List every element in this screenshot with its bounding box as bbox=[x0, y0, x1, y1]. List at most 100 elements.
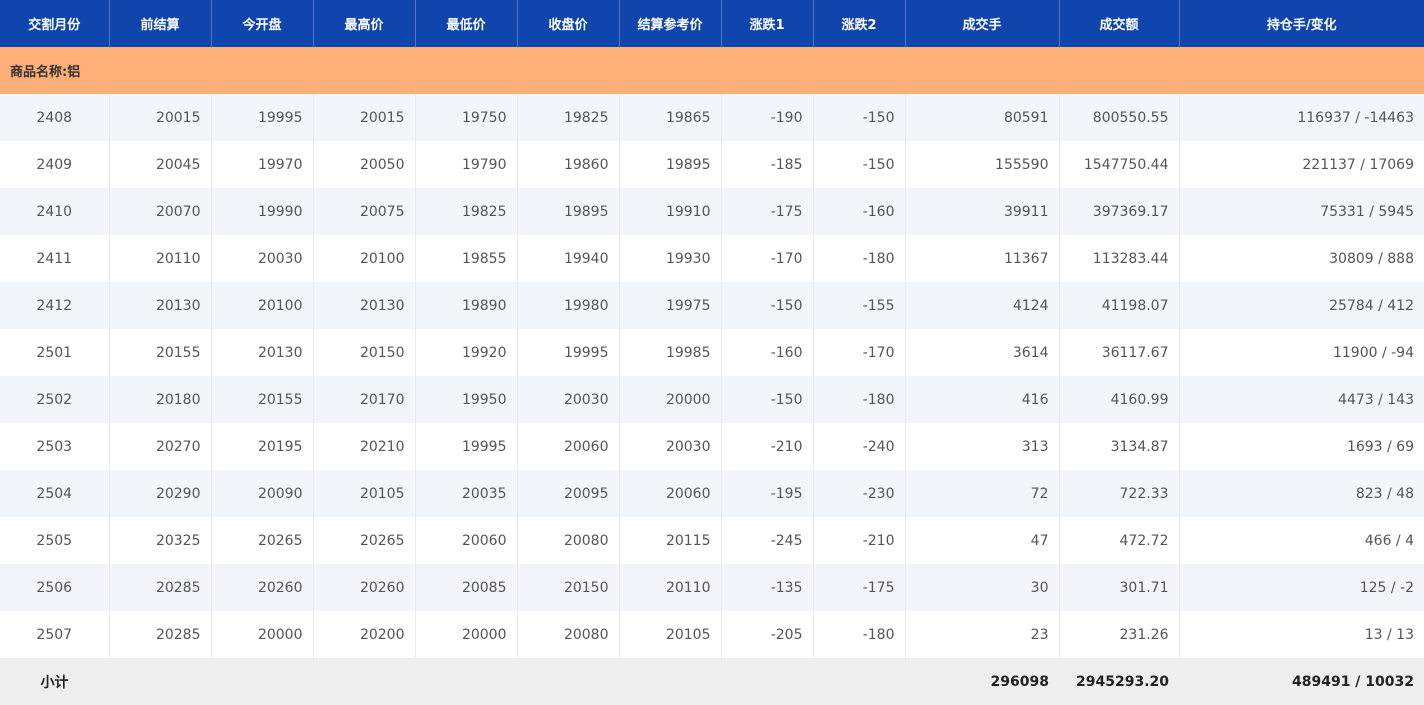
column-header[interactable]: 涨跌1 bbox=[720, 0, 813, 47]
table-cell: 1693 / 69 bbox=[1178, 423, 1424, 470]
table-cell: -175 bbox=[812, 564, 905, 611]
table-cell: 20100 bbox=[210, 282, 313, 329]
table-cell: 20260 bbox=[210, 564, 313, 611]
table-cell: 20270 bbox=[108, 423, 211, 470]
subtotal-row: 小计 296098 2945293.20 489491 / 10032 bbox=[0, 658, 1424, 705]
column-header[interactable]: 收盘价 bbox=[516, 0, 619, 47]
table-row[interactable]: 2412 20130 20100 20130 19890 19980 19975 -150 -1… bbox=[0, 282, 1424, 329]
table-cell: 20050 bbox=[312, 141, 415, 188]
table-cell: 20285 bbox=[108, 611, 211, 658]
table-cell: -160 bbox=[720, 329, 813, 376]
table-cell: 20015 bbox=[108, 94, 211, 141]
table-cell: 2410 bbox=[0, 188, 109, 235]
table-cell: -245 bbox=[720, 517, 813, 564]
column-header[interactable]: 交割月份 bbox=[0, 0, 109, 47]
column-header[interactable]: 前结算 bbox=[108, 0, 211, 47]
column-header[interactable]: 成交手 bbox=[904, 0, 1059, 47]
table-cell: 20155 bbox=[210, 376, 313, 423]
table-cell: -210 bbox=[720, 423, 813, 470]
subtotal-open-interest: 489491 / 10032 bbox=[1179, 658, 1424, 705]
table-cell: 20200 bbox=[312, 611, 415, 658]
column-header[interactable]: 涨跌2 bbox=[812, 0, 905, 47]
table-cell: -135 bbox=[720, 564, 813, 611]
table-cell: 20105 bbox=[312, 470, 415, 517]
table-cell: 2411 bbox=[0, 235, 109, 282]
table-cell: 4473 / 143 bbox=[1178, 376, 1424, 423]
table-cell: 36117.67 bbox=[1058, 329, 1179, 376]
table-cell: 113283.44 bbox=[1058, 235, 1179, 282]
table-cell: 20260 bbox=[312, 564, 415, 611]
table-cell: 20030 bbox=[210, 235, 313, 282]
table-cell: 19995 bbox=[516, 329, 619, 376]
table-cell: 20285 bbox=[108, 564, 211, 611]
table-cell: 72 bbox=[904, 470, 1059, 517]
table-cell: -195 bbox=[720, 470, 813, 517]
table-cell: -190 bbox=[720, 94, 813, 141]
table-row[interactable]: 2410 20070 19990 20075 19825 19895 19910 -175 -1… bbox=[0, 188, 1424, 235]
column-header[interactable]: 最高价 bbox=[312, 0, 415, 47]
table-cell: 301.71 bbox=[1058, 564, 1179, 611]
table-cell: 313 bbox=[904, 423, 1059, 470]
table-cell: 20170 bbox=[312, 376, 415, 423]
table-cell: 19975 bbox=[618, 282, 721, 329]
table-cell: 20075 bbox=[312, 188, 415, 235]
table-cell: 2504 bbox=[0, 470, 109, 517]
column-header[interactable]: 结算参考价 bbox=[618, 0, 721, 47]
table-cell: 75331 / 5945 bbox=[1178, 188, 1424, 235]
table-row[interactable]: 2505 20325 20265 20265 20060 20080 20115 -245 -2… bbox=[0, 517, 1424, 564]
table-cell: 41198.07 bbox=[1058, 282, 1179, 329]
table-cell: 20015 bbox=[312, 94, 415, 141]
table-row[interactable]: 2408 20015 19995 20015 19750 19825 19865 -190 -1… bbox=[0, 94, 1424, 141]
table-row[interactable]: 2501 20155 20130 20150 19920 19995 19985 -160 -1… bbox=[0, 329, 1424, 376]
table-cell: 1547750.44 bbox=[1058, 141, 1179, 188]
table-cell: 3614 bbox=[904, 329, 1059, 376]
table-cell: 13 / 13 bbox=[1178, 611, 1424, 658]
table-row[interactable]: 2502 20180 20155 20170 19950 20030 20000 -150 -1… bbox=[0, 376, 1424, 423]
table-cell: 19895 bbox=[618, 141, 721, 188]
table-cell: 19985 bbox=[618, 329, 721, 376]
table-cell: 397369.17 bbox=[1058, 188, 1179, 235]
table-cell: -210 bbox=[812, 517, 905, 564]
table-row[interactable]: 2409 20045 19970 20050 19790 19860 19895 -185 -1… bbox=[0, 141, 1424, 188]
table-cell: 11367 bbox=[904, 235, 1059, 282]
table-cell: 20110 bbox=[618, 564, 721, 611]
table-cell: 3134.87 bbox=[1058, 423, 1179, 470]
table-cell: -180 bbox=[812, 235, 905, 282]
column-header[interactable]: 持仓手/变化 bbox=[1178, 0, 1424, 47]
table-row[interactable]: 2411 20110 20030 20100 19855 19940 19930 -170 -1… bbox=[0, 235, 1424, 282]
table-cell: 20265 bbox=[312, 517, 415, 564]
table-cell: 20035 bbox=[414, 470, 517, 517]
table-cell: 20180 bbox=[108, 376, 211, 423]
table-cell: 19855 bbox=[414, 235, 517, 282]
table-cell: 20095 bbox=[516, 470, 619, 517]
table-cell: 19995 bbox=[414, 423, 517, 470]
table-cell: 20000 bbox=[618, 376, 721, 423]
column-header[interactable]: 最低价 bbox=[414, 0, 517, 47]
table-cell: 221137 / 17069 bbox=[1178, 141, 1424, 188]
table-row[interactable]: 2504 20290 20090 20105 20035 20095 20060 -195 -2… bbox=[0, 470, 1424, 517]
table-cell: -150 bbox=[720, 376, 813, 423]
table-cell: 25784 / 412 bbox=[1178, 282, 1424, 329]
table-cell: 722.33 bbox=[1058, 470, 1179, 517]
column-header[interactable]: 今开盘 bbox=[210, 0, 313, 47]
table-cell: 2409 bbox=[0, 141, 109, 188]
column-header[interactable]: 成交额 bbox=[1058, 0, 1179, 47]
table-cell: -170 bbox=[720, 235, 813, 282]
table-cell: 2412 bbox=[0, 282, 109, 329]
table-cell: 19895 bbox=[516, 188, 619, 235]
table-row[interactable]: 2503 20270 20195 20210 19995 20060 20030 -210 -2… bbox=[0, 423, 1424, 470]
table-cell: -240 bbox=[812, 423, 905, 470]
table-row[interactable]: 2507 20285 20000 20200 20000 20080 20105 -205 -1… bbox=[0, 611, 1424, 658]
category-label: 商品名称:铝 bbox=[0, 47, 1424, 94]
table-cell: 19865 bbox=[618, 94, 721, 141]
table-cell: 19825 bbox=[516, 94, 619, 141]
table-cell: -150 bbox=[812, 141, 905, 188]
table-cell: -175 bbox=[720, 188, 813, 235]
table-row[interactable]: 2506 20285 20260 20260 20085 20150 20110 -135 -1… bbox=[0, 564, 1424, 611]
subtotal-volume: 296098 bbox=[905, 658, 1059, 705]
table-cell: 20070 bbox=[108, 188, 211, 235]
table-cell: 11900 / -94 bbox=[1178, 329, 1424, 376]
table-cell: 39911 bbox=[904, 188, 1059, 235]
table-cell: 20080 bbox=[516, 517, 619, 564]
